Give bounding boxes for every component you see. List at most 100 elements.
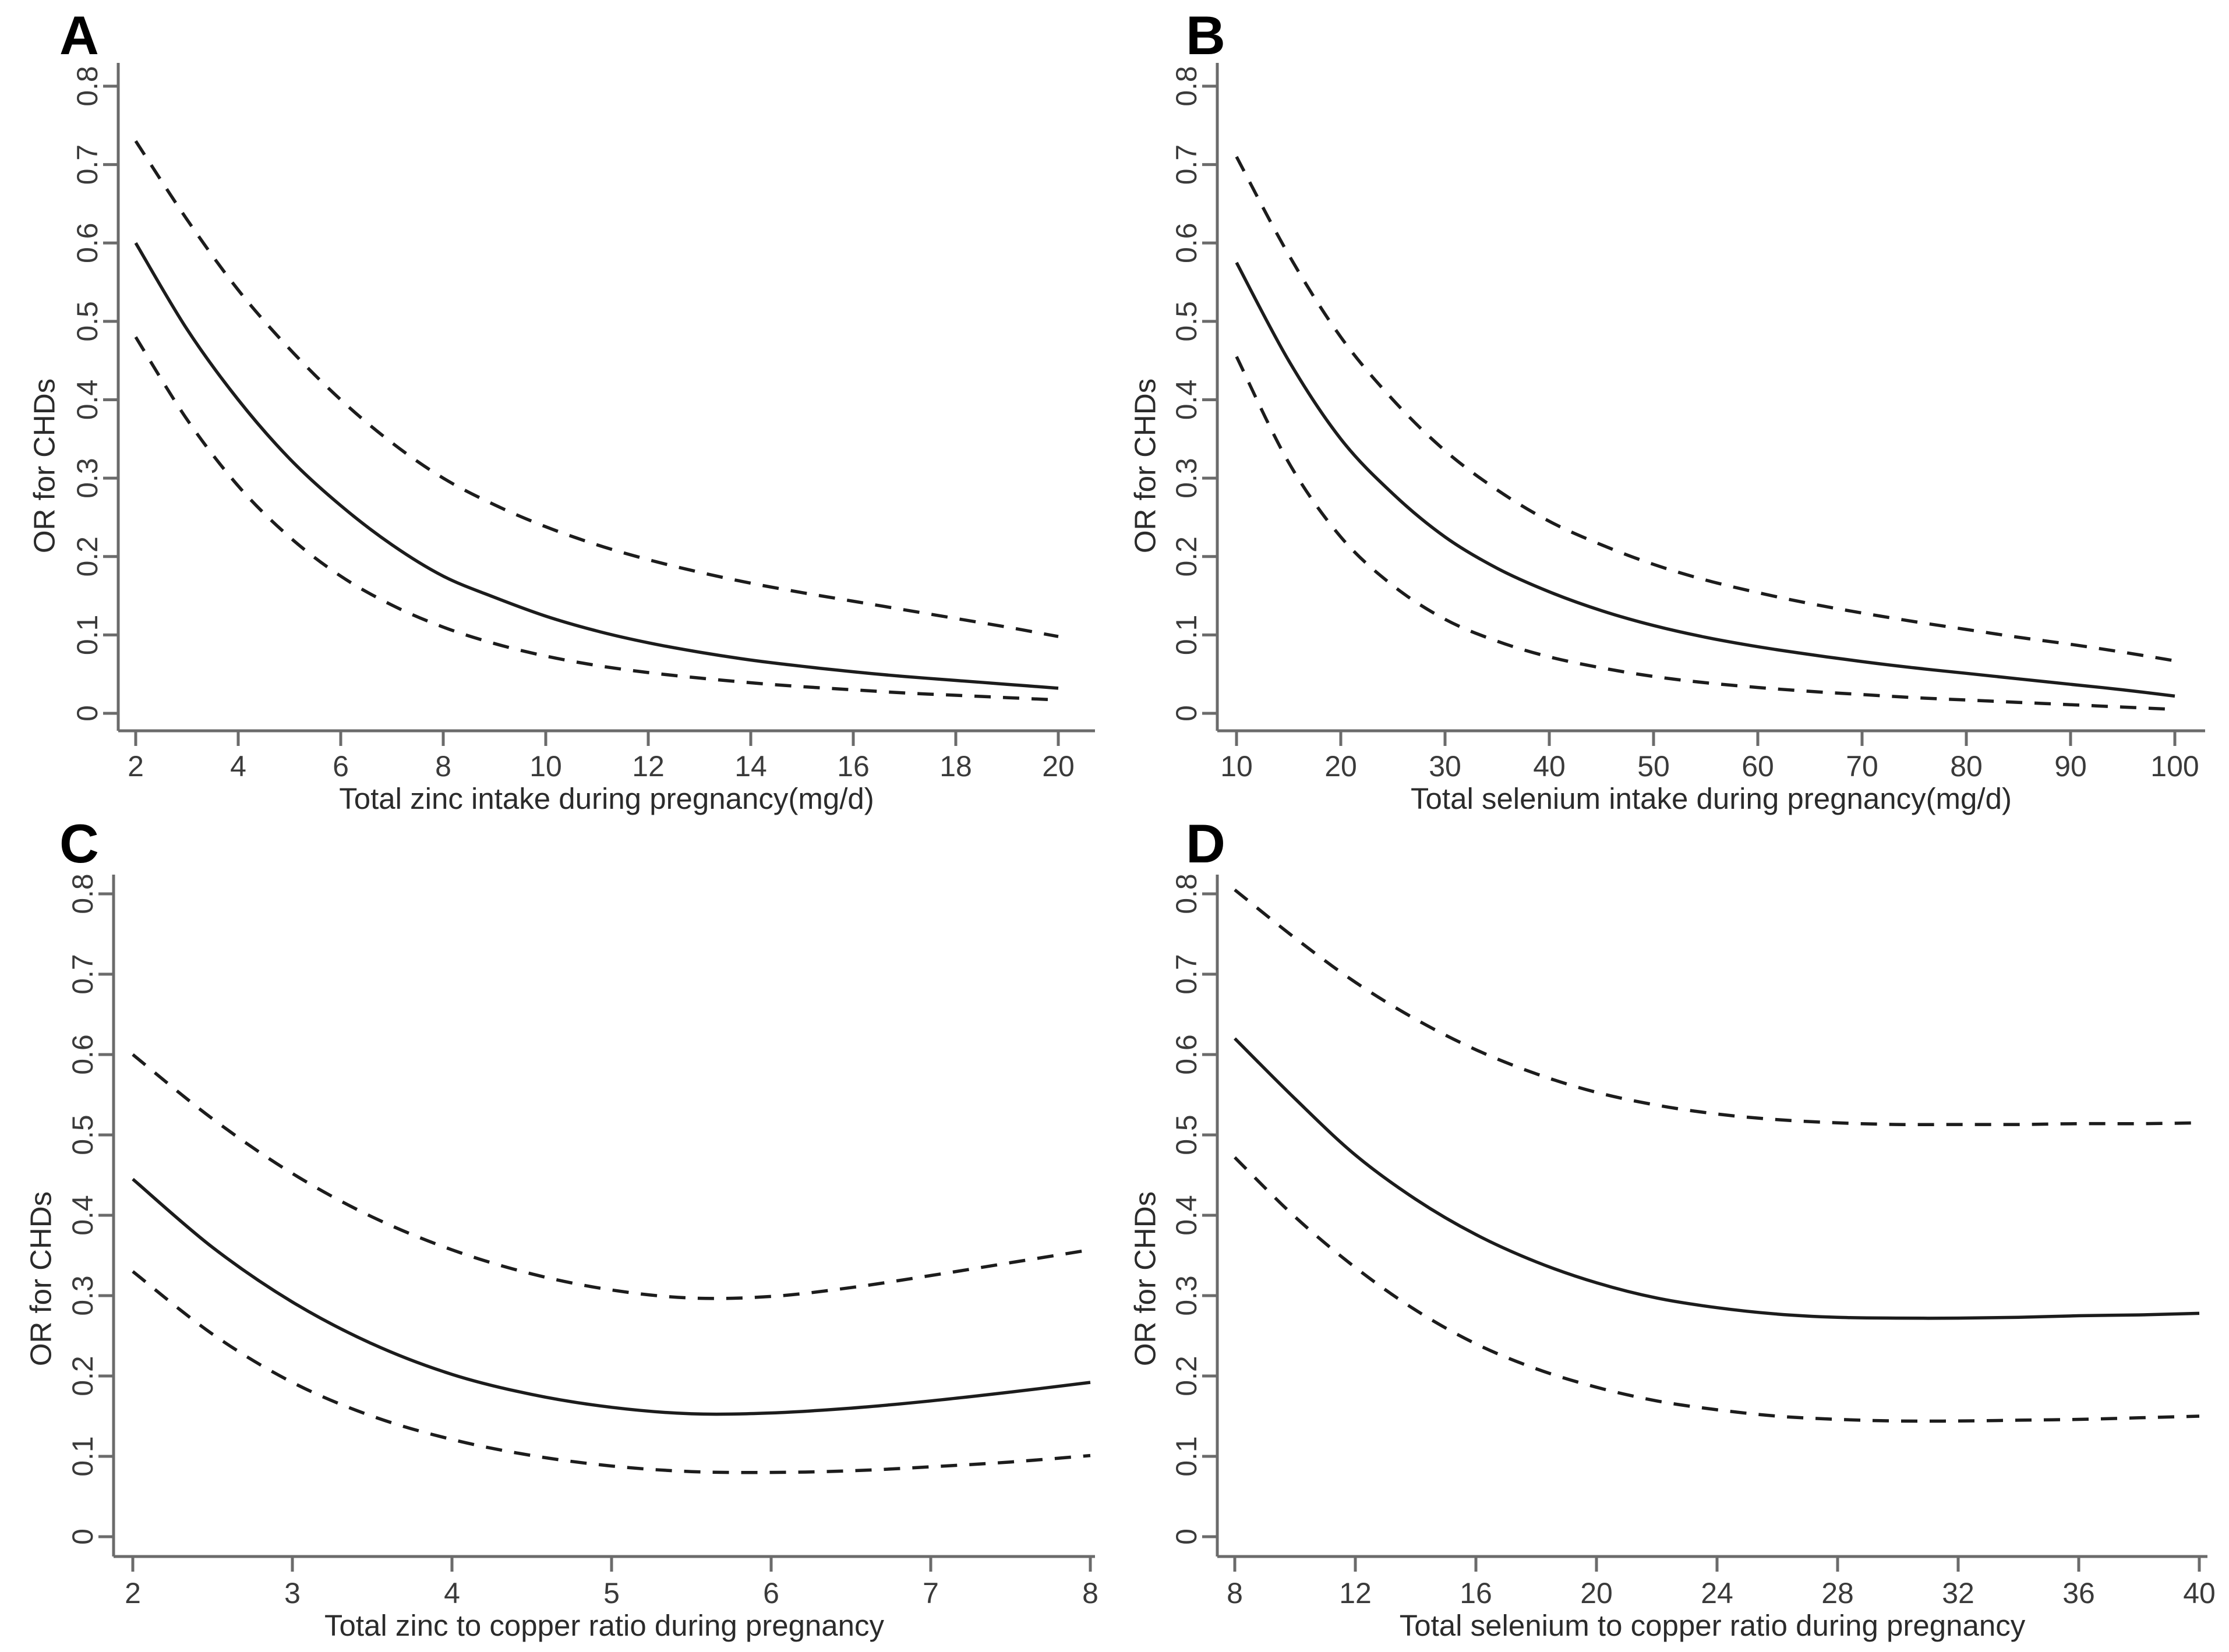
x-tick-label: 7 bbox=[923, 1577, 939, 1609]
panel-d-x-axis-title: Total selenium to copper ratio during pr… bbox=[1399, 1609, 2026, 1642]
y-tick-label: 0.3 bbox=[71, 458, 104, 498]
x-tick-label: 36 bbox=[2062, 1577, 2095, 1609]
panel-d-y-axis-title: OR for CHDs bbox=[1128, 1191, 1162, 1367]
x-tick-label: 8 bbox=[1082, 1577, 1098, 1609]
y-tick-label: 0.1 bbox=[1170, 615, 1203, 656]
x-tick-label: 20 bbox=[1324, 750, 1357, 783]
x-tick-label: 28 bbox=[1821, 1577, 1854, 1609]
y-tick-label: 0.5 bbox=[1170, 1115, 1203, 1155]
panel-b-letter: B bbox=[1186, 5, 1225, 66]
y-tick-label: 0.7 bbox=[1170, 144, 1203, 185]
y-tick-label: 0.1 bbox=[71, 615, 104, 656]
x-tick-label: 24 bbox=[1701, 1577, 1733, 1609]
x-tick-label: 60 bbox=[1741, 750, 1774, 783]
curve-odds-ratio-estimate bbox=[1235, 261, 2175, 698]
x-tick-label: 30 bbox=[1429, 750, 1461, 783]
curve-lower-95ci bbox=[134, 336, 1059, 702]
x-tick-label: 70 bbox=[1846, 750, 1878, 783]
x-tick-label: 10 bbox=[1220, 750, 1253, 783]
x-tick-label: 32 bbox=[1942, 1577, 1974, 1609]
y-tick-label: 0.4 bbox=[66, 1195, 99, 1236]
x-tick-label: 18 bbox=[939, 750, 972, 783]
y-tick-label: 0.6 bbox=[71, 222, 104, 263]
curve-odds-ratio-estimate bbox=[134, 242, 1059, 690]
y-tick-label: 0.5 bbox=[1170, 301, 1203, 342]
y-tick-label: 0.1 bbox=[1170, 1436, 1203, 1477]
y-tick-label: 0.8 bbox=[1170, 873, 1203, 914]
x-tick-label: 16 bbox=[1460, 1577, 1492, 1609]
y-tick-label: 0.4 bbox=[1170, 380, 1203, 420]
curve-upper-95ci bbox=[1234, 888, 2200, 1127]
x-tick-label: 4 bbox=[230, 750, 246, 783]
panel-a-x-axis-title: Total zinc intake during pregnancy(mg/d) bbox=[339, 782, 874, 815]
y-tick-label: 0.7 bbox=[71, 144, 104, 185]
y-tick-label: 0.4 bbox=[1170, 1195, 1203, 1236]
x-tick-label: 6 bbox=[763, 1577, 779, 1609]
y-tick-label: 0 bbox=[66, 1529, 99, 1545]
y-tick-label: 0.7 bbox=[1170, 954, 1203, 995]
x-tick-label: 90 bbox=[2054, 750, 2087, 783]
x-tick-label: 50 bbox=[1637, 750, 1670, 783]
y-tick-label: 0.8 bbox=[1170, 66, 1203, 107]
y-tick-label: 0.2 bbox=[1170, 536, 1203, 577]
x-tick-label: 5 bbox=[603, 1577, 620, 1609]
y-tick-label: 0.6 bbox=[1170, 222, 1203, 263]
curve-odds-ratio-estimate bbox=[1234, 1037, 2200, 1320]
y-tick-label: 0 bbox=[1170, 705, 1203, 721]
panel-b-plot: 0 0.1 0.2 0.3 0.4 0.5 0.6 0.7 0.8 10 20 30 40 50 60 70 8… bbox=[1170, 63, 2205, 783]
curve-odds-ratio-estimate bbox=[132, 1177, 1091, 1416]
panel-b-x-axis-title: Total selenium intake during pregnancy(m… bbox=[1411, 782, 2012, 815]
y-tick-label: 0.6 bbox=[66, 1034, 99, 1075]
x-tick-label: 14 bbox=[734, 750, 767, 783]
y-tick-label: 0.5 bbox=[71, 301, 104, 342]
x-tick-label: 12 bbox=[1339, 1577, 1372, 1609]
x-tick-label: 4 bbox=[444, 1577, 460, 1609]
y-tick-label: 0 bbox=[1170, 1529, 1203, 1545]
y-tick-label: 0.2 bbox=[1170, 1356, 1203, 1396]
panel-c-letter: C bbox=[59, 813, 99, 874]
curve-lower-95ci bbox=[1234, 1156, 2200, 1423]
y-tick-label: 0 bbox=[71, 705, 104, 721]
panel-d-letter: D bbox=[1186, 813, 1225, 874]
y-tick-label: 0.7 bbox=[66, 954, 99, 995]
x-tick-label: 8 bbox=[1227, 1577, 1243, 1609]
panel-c-y-axis-title: OR for CHDs bbox=[24, 1191, 58, 1367]
y-tick-label: 0.8 bbox=[66, 873, 99, 914]
y-tick-label: 0.5 bbox=[66, 1115, 99, 1155]
curve-lower-95ci bbox=[1235, 356, 2175, 712]
panel-a-y-axis-title: OR for CHDs bbox=[27, 378, 61, 554]
y-tick-label: 0.3 bbox=[1170, 1275, 1203, 1316]
curve-upper-95ci bbox=[1235, 155, 2175, 663]
panel-c-x-axis-title: Total zinc to copper ratio during pregna… bbox=[324, 1609, 885, 1642]
panel-c-plot: 0 0.1 0.2 0.3 0.4 0.5 0.6 0.7 0.8 2 3 4 5 6 7 8 bbox=[66, 873, 1098, 1609]
y-tick-label: 0.3 bbox=[66, 1275, 99, 1316]
x-tick-label: 40 bbox=[1533, 750, 1566, 783]
y-tick-label: 0.3 bbox=[1170, 458, 1203, 498]
curve-upper-95ci bbox=[134, 140, 1059, 638]
panel-a-plot: 0 0.1 0.2 0.3 0.4 0.5 0.6 0.7 0.8 2 4 6 8 10 12 14 16 18 2… bbox=[71, 63, 1095, 783]
curve-lower-95ci bbox=[132, 1270, 1091, 1474]
x-tick-label: 12 bbox=[632, 750, 665, 783]
x-tick-label: 3 bbox=[284, 1577, 301, 1609]
y-tick-label: 0.6 bbox=[1170, 1034, 1203, 1075]
y-tick-label: 0.4 bbox=[71, 380, 104, 420]
y-tick-label: 0.2 bbox=[66, 1356, 99, 1396]
x-tick-label: 20 bbox=[1580, 1577, 1613, 1609]
x-tick-label: 8 bbox=[435, 750, 451, 783]
y-tick-label: 0.8 bbox=[71, 66, 104, 107]
panel-b-y-axis-title: OR for CHDs bbox=[1128, 378, 1162, 554]
x-tick-label: 16 bbox=[837, 750, 870, 783]
panel-d-plot: 0 0.1 0.2 0.3 0.4 0.5 0.6 0.7 0.8 8 12 16 20 24 28 32 36… bbox=[1170, 873, 2216, 1609]
x-tick-label: 2 bbox=[125, 1577, 141, 1609]
x-tick-label: 10 bbox=[529, 750, 562, 783]
curve-upper-95ci bbox=[132, 1053, 1091, 1300]
x-tick-label: 40 bbox=[2183, 1577, 2216, 1609]
x-tick-label: 20 bbox=[1042, 750, 1075, 783]
x-tick-label: 80 bbox=[1950, 750, 1983, 783]
panel-a-letter: A bbox=[59, 5, 99, 66]
y-tick-label: 0.2 bbox=[71, 536, 104, 577]
y-tick-label: 0.1 bbox=[66, 1436, 99, 1477]
x-tick-label: 2 bbox=[128, 750, 144, 783]
